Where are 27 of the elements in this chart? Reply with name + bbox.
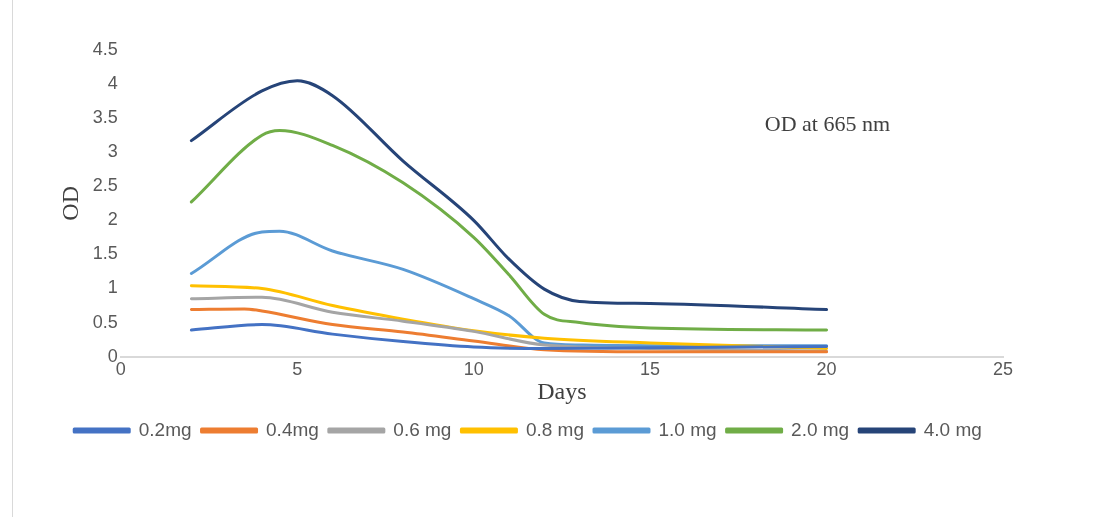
- line-series: [189, 323, 829, 350]
- y-tick-label: 0.5: [92, 311, 118, 332]
- x-tick-label: 10: [463, 359, 484, 380]
- legend-label: 2.0 mg: [791, 418, 850, 440]
- x-tick-label: 25: [992, 359, 1014, 380]
- y-tick-label: 2: [107, 209, 118, 230]
- y-tick-label: 3.5: [92, 107, 118, 128]
- legend-label: 0.6 mg: [393, 418, 452, 440]
- y-axis-title: OD: [56, 185, 83, 221]
- x-tick-label: 20: [816, 359, 837, 380]
- y-tick-label: 1: [107, 277, 118, 298]
- legend-label: 1.0 mg: [658, 418, 717, 440]
- x-tick-label: 5: [292, 359, 303, 380]
- y-tick-label: 3: [107, 141, 118, 162]
- y-tick-label: 4.5: [92, 38, 118, 59]
- y-tick-label: 4: [107, 73, 118, 94]
- legend-label: 0.4mg: [266, 418, 319, 440]
- line-series: [189, 307, 829, 354]
- x-tick-label: 15: [640, 359, 661, 380]
- y-tick-label: 2.5: [92, 175, 118, 196]
- y-tick-label: 0: [107, 345, 118, 366]
- annotation: OD at 665 nm: [764, 110, 891, 136]
- legend-label: 4.0 mg: [923, 418, 982, 440]
- legend-label: 0.8 mg: [525, 418, 585, 440]
- y-tick-label: 1.5: [92, 243, 118, 264]
- x-axis-title: Days: [537, 377, 587, 404]
- legend-label: 0.2mg: [138, 418, 192, 440]
